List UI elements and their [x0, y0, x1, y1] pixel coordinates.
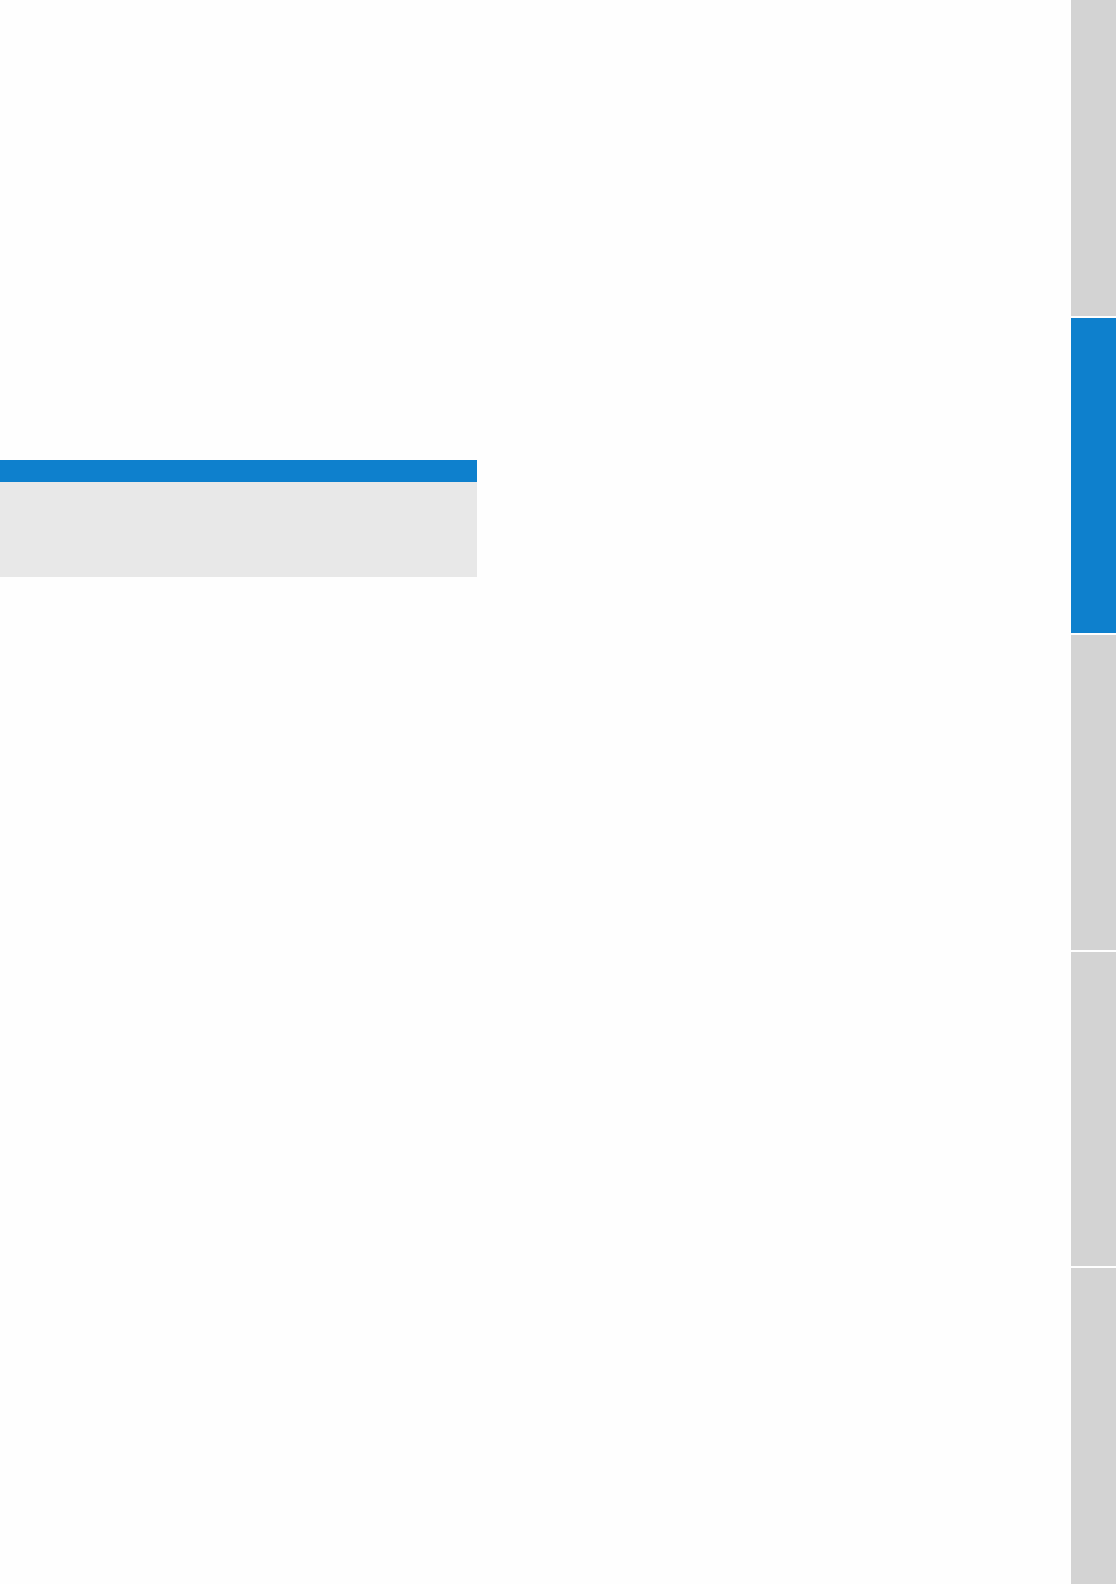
- side-tab: [1071, 952, 1116, 1266]
- side-tab: [1071, 0, 1116, 316]
- side-tab-active: [1071, 318, 1116, 633]
- section-header-bar: [0, 460, 477, 482]
- side-tab: [1071, 635, 1116, 950]
- side-tab: [1071, 1268, 1116, 1584]
- section-box: [0, 482, 477, 577]
